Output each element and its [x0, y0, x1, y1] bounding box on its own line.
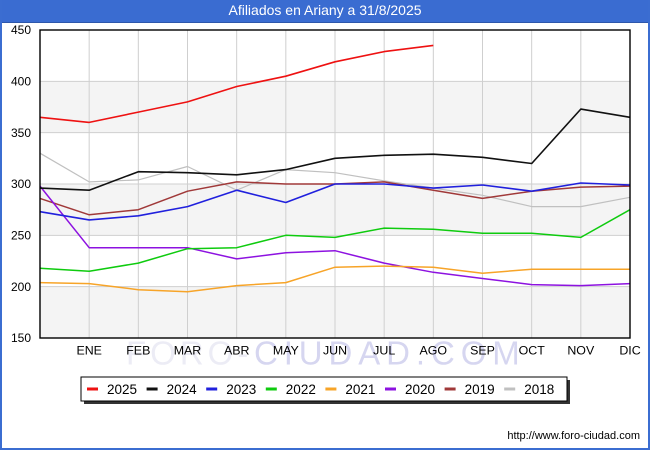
svg-text:NOV: NOV [567, 344, 595, 358]
svg-text:FEB: FEB [126, 344, 150, 358]
svg-text:2025: 2025 [107, 382, 137, 397]
svg-text:FORO-: FORO- [126, 335, 252, 372]
svg-text:ENE: ENE [76, 344, 101, 358]
svg-text:ABR: ABR [224, 344, 250, 358]
svg-text:300: 300 [11, 177, 31, 191]
svg-text:CIUDAD.COM: CIUDAD.COM [254, 335, 526, 372]
svg-text:MAR: MAR [174, 344, 202, 358]
svg-text:2022: 2022 [286, 382, 316, 397]
svg-text:OCT: OCT [519, 344, 546, 358]
svg-text:AGO: AGO [420, 344, 448, 358]
svg-text:2019: 2019 [465, 382, 495, 397]
svg-text:200: 200 [11, 280, 31, 294]
svg-text:2024: 2024 [167, 382, 198, 397]
svg-text:SEP: SEP [470, 344, 495, 358]
svg-text:2020: 2020 [405, 382, 435, 397]
svg-text:150: 150 [11, 331, 31, 345]
svg-text:2023: 2023 [226, 382, 256, 397]
svg-text:DIC: DIC [619, 344, 640, 358]
svg-text:JUN: JUN [323, 344, 347, 358]
svg-text:2021: 2021 [345, 382, 375, 397]
svg-text:450: 450 [11, 23, 31, 37]
svg-text:JUL: JUL [373, 344, 395, 358]
svg-text:250: 250 [11, 229, 31, 243]
svg-text:400: 400 [11, 75, 31, 89]
svg-text:MAY: MAY [273, 344, 299, 358]
svg-text:2018: 2018 [524, 382, 554, 397]
svg-text:350: 350 [11, 126, 31, 140]
